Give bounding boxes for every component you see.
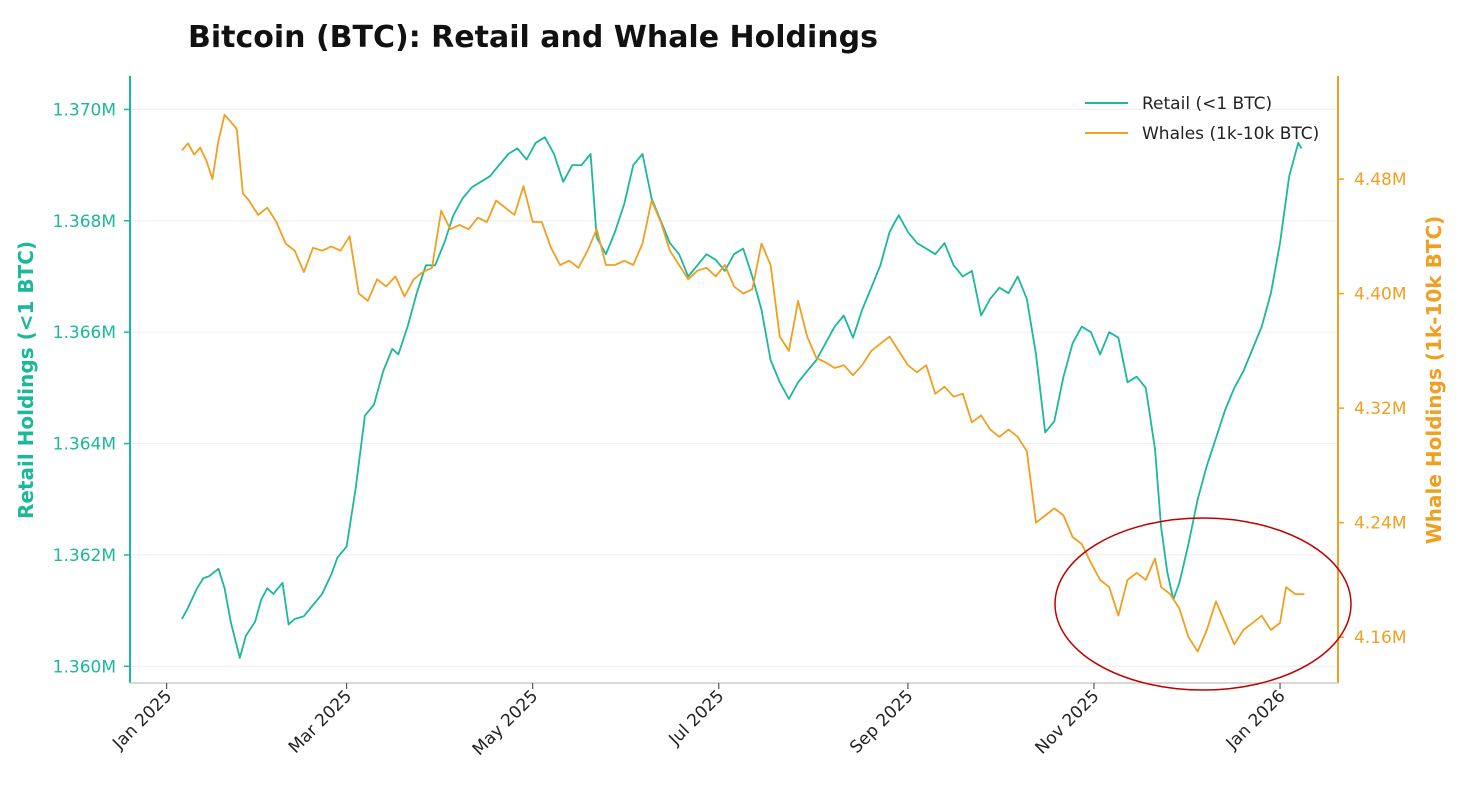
right-tick-label: 4.40M bbox=[1354, 285, 1407, 305]
left-axis-title: Retail Holdings (<1 BTC) bbox=[14, 241, 38, 519]
x-tick-label: Jul 2025 bbox=[665, 686, 729, 750]
left-tick-label: 1.364M bbox=[53, 435, 116, 455]
chart-title: Bitcoin (BTC): Retail and Whale Holdings bbox=[188, 20, 878, 55]
gridlines bbox=[130, 108, 1338, 667]
right-tick-label: 4.24M bbox=[1354, 514, 1407, 534]
legend-label-retail: Retail (<1 BTC) bbox=[1142, 94, 1272, 114]
left-tick-label: 1.362M bbox=[53, 546, 116, 566]
right-axis-title: Whale Holdings (1k-10k BTC) bbox=[1422, 216, 1446, 545]
left-tick-label: 1.366M bbox=[53, 323, 116, 343]
series-line-whales bbox=[181, 113, 1305, 653]
right-tick-label: 4.16M bbox=[1354, 628, 1407, 648]
x-axis-ticks: Jan 2025 Mar 2025 May 2025 Jul 2025 Sep 2025… bbox=[108, 683, 1290, 760]
x-tick-label: Jan 2025 bbox=[108, 686, 176, 754]
right-tick-label: 4.32M bbox=[1354, 399, 1407, 419]
legend: Retail (<1 BTC) Whales (1k-10k BTC) bbox=[1085, 94, 1319, 144]
x-tick-label: Jan 2026 bbox=[1222, 686, 1290, 754]
series-line-retail bbox=[181, 136, 1303, 659]
x-tick-label: May 2025 bbox=[469, 686, 542, 759]
x-tick-label: Mar 2025 bbox=[285, 686, 356, 757]
x-tick-label: Nov 2025 bbox=[1031, 686, 1103, 758]
annotation-ellipse bbox=[1054, 517, 1352, 691]
legend-label-whales: Whales (1k-10k BTC) bbox=[1142, 124, 1319, 144]
left-tick-label: 1.368M bbox=[53, 212, 116, 232]
left-tick-label: 1.370M bbox=[53, 100, 116, 120]
left-tick-label: 1.360M bbox=[53, 657, 116, 677]
left-axis-ticks: 1.360M 1.362M 1.364M 1.366M 1.368M 1.370M bbox=[53, 100, 130, 677]
x-tick-label: Sep 2025 bbox=[846, 686, 917, 757]
right-axis-ticks: 4.16M 4.24M 4.32M 4.40M 4.48M bbox=[1338, 170, 1407, 648]
right-tick-label: 4.48M bbox=[1354, 170, 1407, 190]
series-group bbox=[181, 113, 1305, 659]
